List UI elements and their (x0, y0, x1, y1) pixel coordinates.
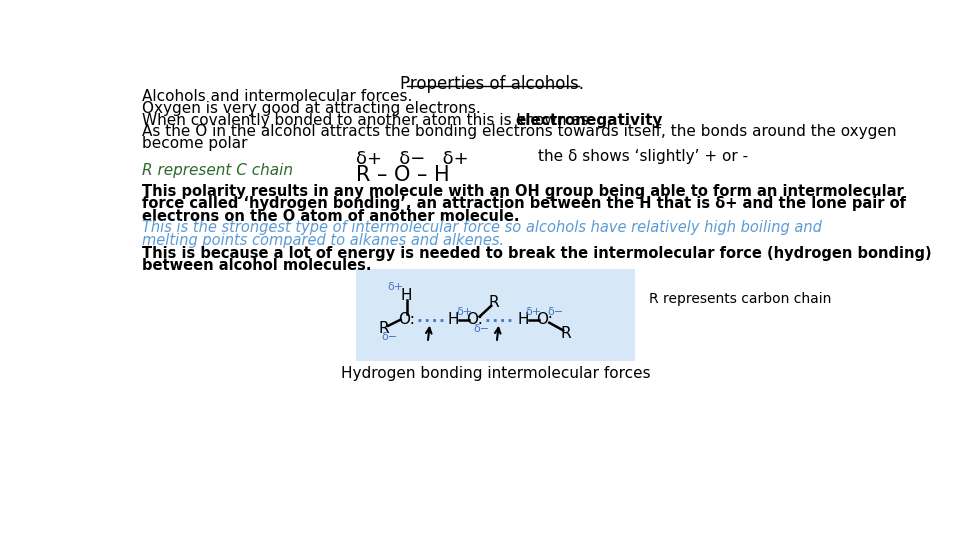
Text: melting points compared to alkanes and alkenes.: melting points compared to alkanes and a… (142, 233, 504, 248)
Text: the δ shows ‘slightly’ + or -: the δ shows ‘slightly’ + or - (539, 150, 749, 165)
Text: R: R (378, 321, 389, 336)
Text: This is the strongest type of intermolecular force so alcohols have relatively h: This is the strongest type of intermolec… (142, 220, 822, 235)
Text: R: R (561, 326, 571, 341)
Text: δ+   δ−   δ+: δ+ δ− δ+ (356, 150, 469, 167)
Text: δ−: δ− (473, 324, 490, 334)
Text: R represent C chain: R represent C chain (142, 164, 293, 178)
Text: .: . (612, 112, 617, 127)
Text: H: H (447, 312, 459, 327)
Text: Oxygen is very good at attracting electrons.: Oxygen is very good at attracting electr… (142, 101, 480, 116)
Text: As the O in the alcohol attracts the bonding electrons towards itself, the bonds: As the O in the alcohol attracts the bon… (142, 124, 897, 139)
Text: This polarity results in any molecule with an OH group being able to form an int: This polarity results in any molecule wi… (142, 184, 903, 199)
Text: O:: O: (537, 312, 553, 327)
Text: electrons on the O atom of another molecule.: electrons on the O atom of another molec… (142, 209, 519, 224)
Text: When covalently bonded to another atom this is known as: When covalently bonded to another atom t… (142, 112, 593, 127)
Text: R – O – H: R – O – H (356, 165, 450, 185)
Text: H: H (517, 312, 529, 327)
Text: Alcohols and intermolecular forces.: Alcohols and intermolecular forces. (142, 90, 412, 104)
Text: δ+: δ+ (526, 307, 541, 317)
Text: O:: O: (467, 312, 484, 327)
Text: δ+: δ+ (388, 282, 404, 292)
Text: δ−: δ− (547, 307, 564, 317)
Text: This is because a lot of energy is needed to break the intermolecular force (hyd: This is because a lot of energy is neede… (142, 246, 931, 261)
Text: electronegativity: electronegativity (516, 112, 662, 127)
Text: δ−: δ− (382, 333, 397, 342)
Text: R: R (489, 295, 499, 310)
Text: Properties of alcohols.: Properties of alcohols. (400, 75, 584, 93)
Text: between alcohol molecules.: between alcohol molecules. (142, 258, 372, 273)
Text: H: H (401, 287, 413, 302)
Text: δ+: δ+ (456, 307, 472, 317)
Text: force called ‘hydrogen bonding’, an attraction between the H that is δ+ and the : force called ‘hydrogen bonding’, an attr… (142, 197, 905, 212)
Text: R represents carbon chain: R represents carbon chain (649, 292, 831, 306)
Text: Hydrogen bonding intermolecular forces: Hydrogen bonding intermolecular forces (341, 366, 651, 381)
Text: become polar: become polar (142, 136, 248, 151)
Text: O:: O: (398, 312, 415, 327)
Bar (356, 269, 636, 361)
